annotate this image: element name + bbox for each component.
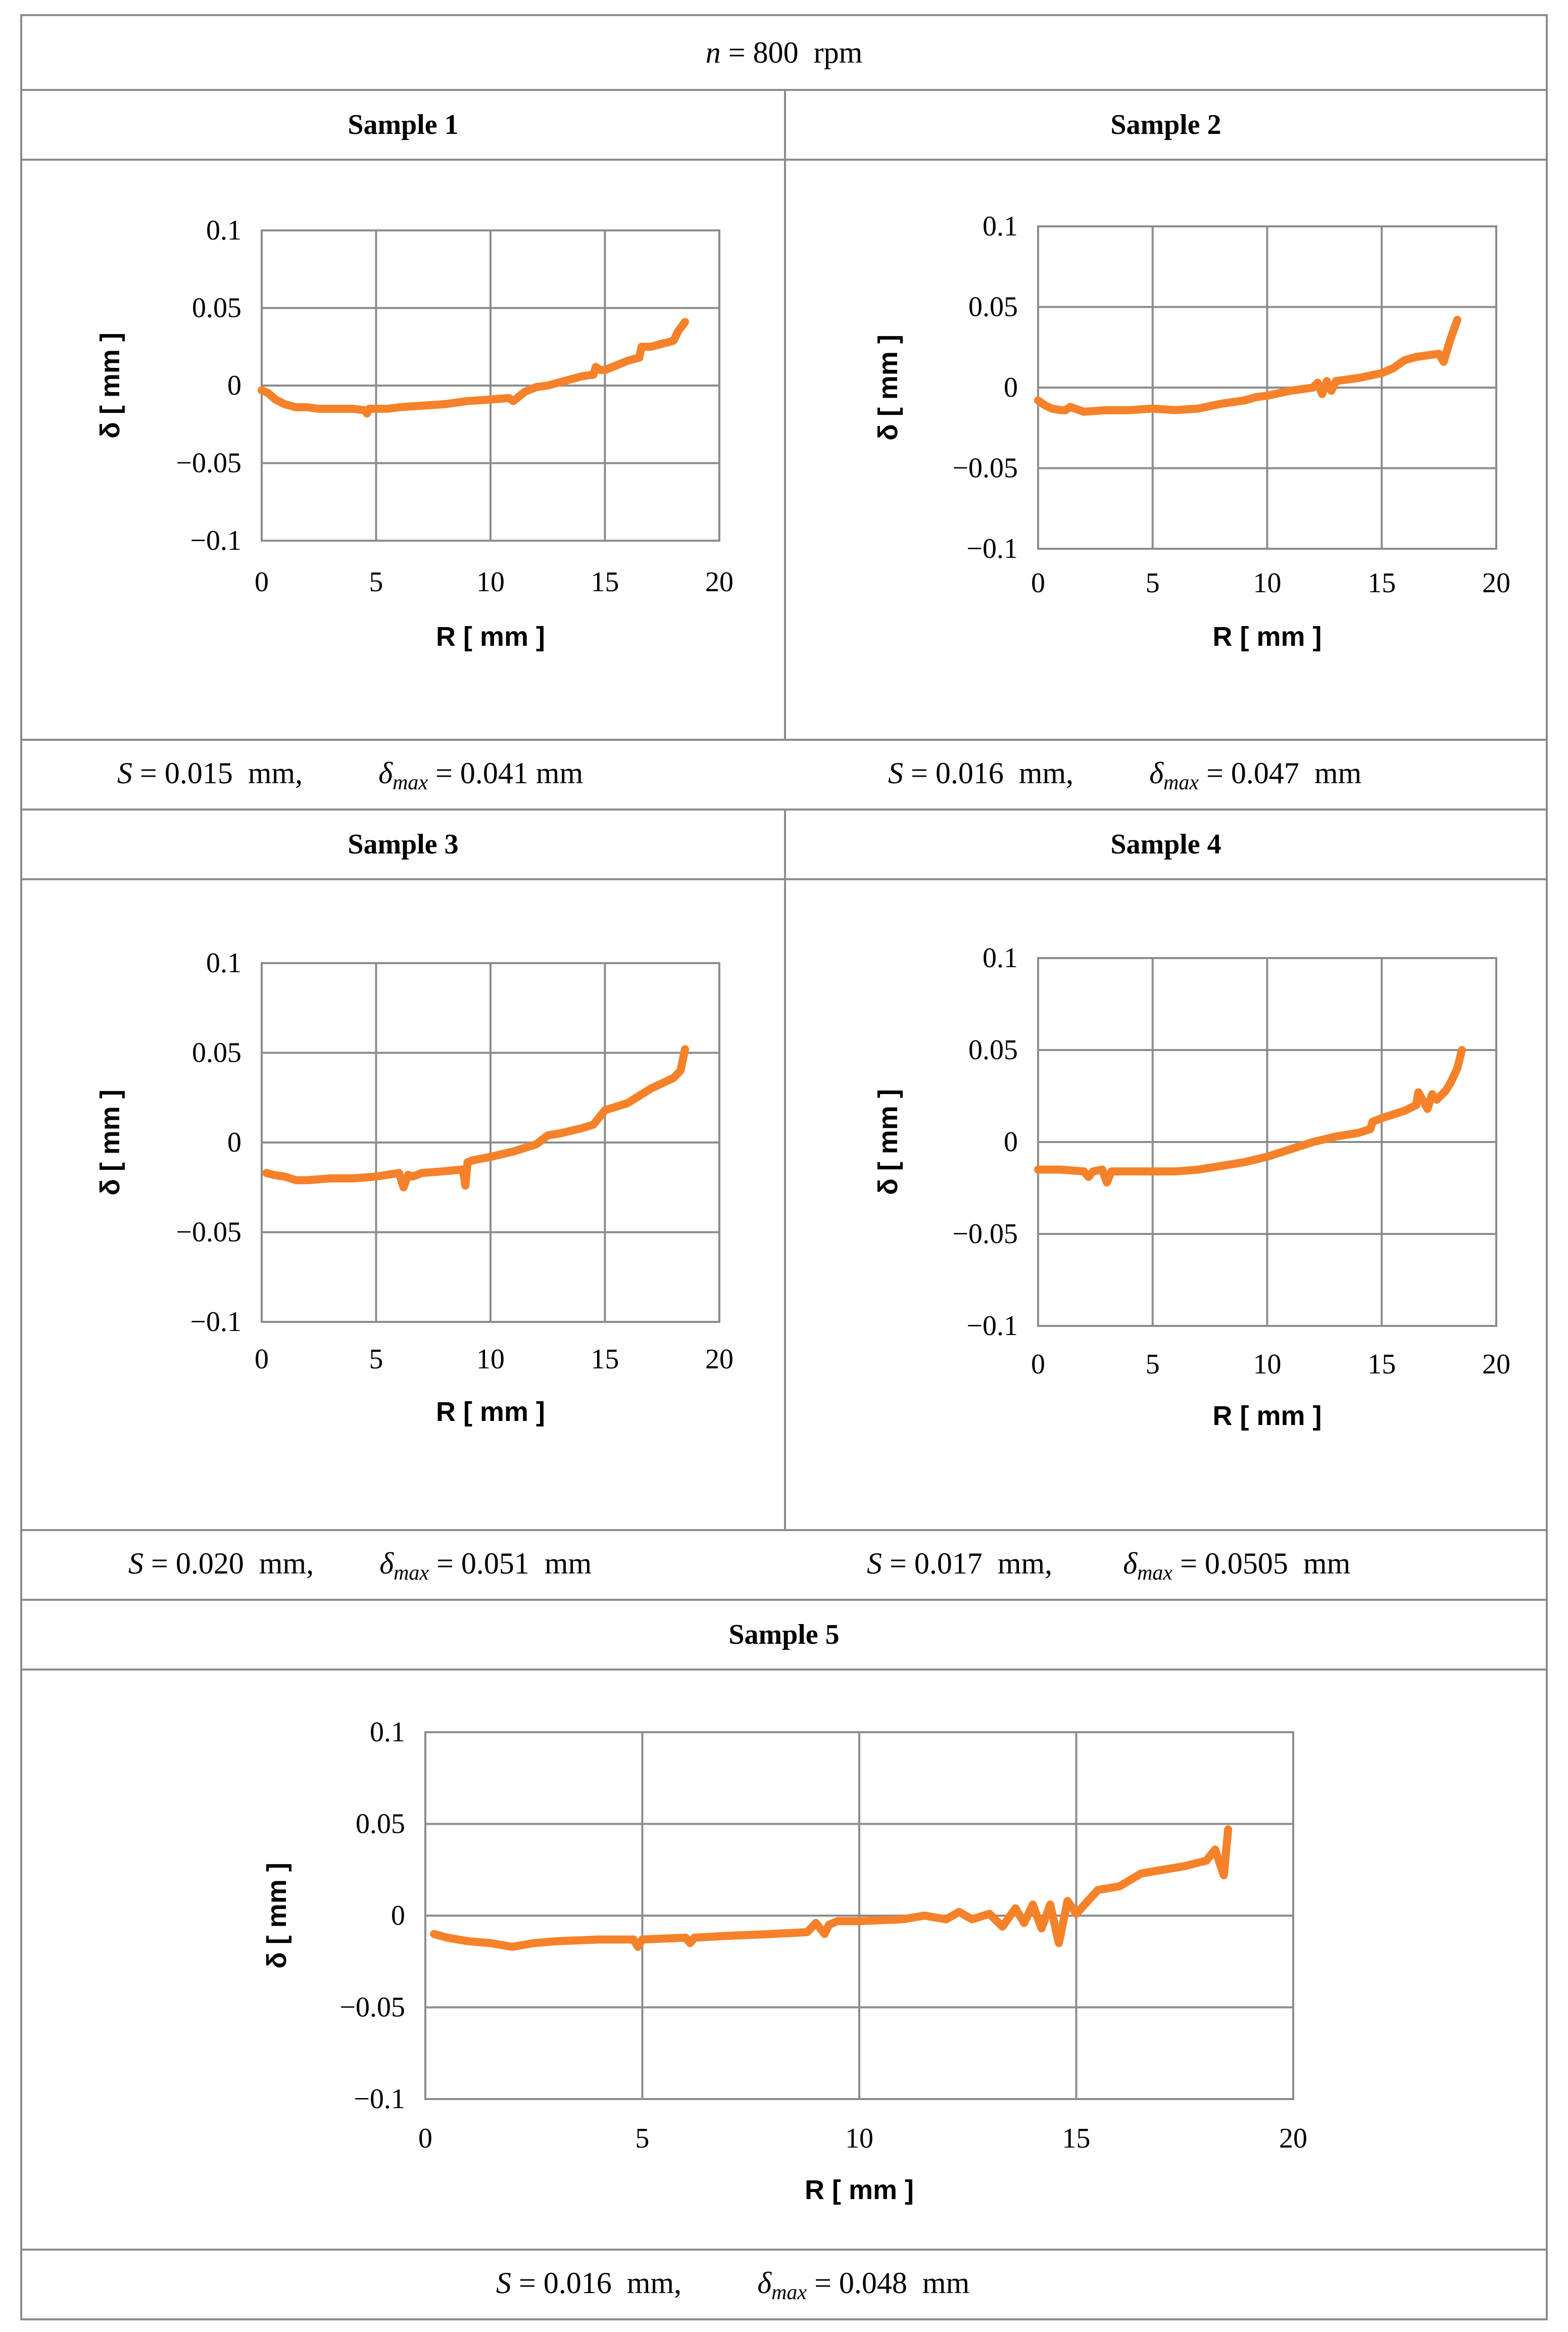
chart-3-x-tick-label-4: 20 [705, 1344, 733, 1375]
chart-4-x-tick-label-0: 0 [1031, 1349, 1045, 1380]
rpm-label: n = 800 rpm [705, 35, 863, 69]
chart-4-x-tick-label-2: 10 [1253, 1349, 1282, 1380]
chart-5-y-tick-label-1: 0.05 [356, 1809, 405, 1840]
chart-1-y-axis-label: δ [ mm ] [95, 332, 125, 439]
chart-4-y-tick-label-4: −0.1 [966, 1310, 1018, 1342]
chart-3-y-tick-label-0: 0.1 [206, 947, 241, 979]
chart-2-x-tick-label-2: 10 [1253, 567, 1282, 599]
sample-4-title-cell: Sample 4 [784, 808, 1548, 880]
sample-3-title: Sample 3 [348, 829, 459, 860]
sample-5-params: S = 0.016 mm, δmax = 0.048 mm [496, 2266, 970, 2304]
sample-5-title: Sample 5 [728, 1619, 840, 1650]
chart-5-y-tick-label-0: 0.1 [370, 1717, 405, 1748]
sample-3-params: S = 0.020 mm, δmax = 0.051 mm [128, 1547, 592, 1585]
chart-1-y-tick-label-0: 0.1 [206, 215, 241, 246]
chart-5-x-axis-label: R [ mm ] [805, 2175, 914, 2205]
chart-2-y-tick-label-0: 0.1 [983, 211, 1018, 242]
sample-1-params: S = 0.015 mm, δmax = 0.041 mm [117, 756, 583, 794]
chart-3-y-tick-label-1: 0.05 [192, 1037, 241, 1069]
chart-1-x-tick-label-3: 15 [591, 566, 619, 598]
chart-5-y-axis-label: δ [ mm ] [262, 1863, 292, 1969]
chart-3-x-tick-label-1: 5 [369, 1344, 383, 1375]
chart-2-y-tick-label-4: −0.1 [966, 533, 1018, 564]
chart-4-y-tick-label-1: 0.05 [968, 1034, 1018, 1066]
chart-1-x-axis-label: R [ mm ] [436, 622, 545, 652]
chart-4-y-tick-label-0: 0.1 [983, 942, 1018, 974]
chart-5-y-tick-label-4: −0.1 [354, 2083, 405, 2115]
chart-3-x-tick-label-0: 0 [255, 1344, 269, 1375]
chart-4-y-tick-label-2: 0 [1004, 1126, 1018, 1158]
chart-1-y-tick-label-4: −0.1 [190, 525, 241, 556]
chart-4-x-tick-label-4: 20 [1482, 1349, 1510, 1380]
chart-2-x-tick-label-4: 20 [1482, 567, 1510, 599]
chart-2-y-tick-label-1: 0.05 [968, 292, 1018, 323]
sample-3-title-cell: Sample 3 [20, 808, 786, 880]
chart-2-y-axis-label: δ [ mm ] [873, 335, 903, 441]
sample-5-params-row [20, 2249, 1548, 2320]
chart-5-x-tick-label-3: 15 [1062, 2123, 1091, 2154]
chart-5-x-tick-label-4: 20 [1279, 2123, 1307, 2154]
chart-5-x-tick-label-1: 5 [635, 2123, 650, 2154]
chart-1-x-tick-label-2: 10 [476, 566, 505, 598]
sample-2-title: Sample 2 [1110, 109, 1221, 140]
sample-1-title: Sample 1 [348, 109, 459, 140]
header-row: n = 800 rpm [20, 14, 1548, 91]
chart-3-y-tick-label-4: −0.1 [190, 1306, 241, 1338]
chart-2-y-tick-label-2: 0 [1004, 372, 1018, 403]
sample-4-params: S = 0.017 mm, δmax = 0.0505 mm [867, 1547, 1351, 1585]
chart-3-y-axis-label: δ [ mm ] [95, 1089, 125, 1196]
chart-1-x-tick-label-0: 0 [255, 566, 269, 598]
chart-3-y-tick-label-2: 0 [227, 1127, 241, 1158]
chart-4-y-tick-label-3: −0.05 [952, 1218, 1018, 1250]
chart-1-x-tick-label-4: 20 [705, 566, 733, 598]
sample-4-title: Sample 4 [1110, 829, 1221, 860]
chart-4-x-axis-label: R [ mm ] [1213, 1401, 1322, 1431]
chart-1-x-tick-label-1: 5 [369, 566, 383, 598]
chart-2-x-axis-label: R [ mm ] [1213, 622, 1322, 652]
chart-1-y-tick-label-3: −0.05 [176, 448, 241, 479]
chart-5-series-line [430, 1825, 1233, 1951]
chart-2-y-tick-label-3: −0.05 [952, 453, 1018, 484]
chart-3-y-tick-label-3: −0.05 [176, 1217, 241, 1248]
chart-3-x-tick-label-3: 15 [591, 1344, 619, 1375]
chart-3-x-axis-label: R [ mm ] [436, 1397, 545, 1427]
chart-2-x-tick-label-3: 15 [1367, 567, 1396, 599]
sample-2-params: S = 0.016 mm, δmax = 0.047 mm [888, 756, 1362, 794]
chart-5-x-tick-label-0: 0 [418, 2123, 432, 2154]
chart-3-x-tick-label-2: 10 [476, 1344, 505, 1375]
chart-4-x-tick-label-3: 15 [1367, 1349, 1396, 1380]
chart-2-x-tick-label-0: 0 [1031, 567, 1045, 599]
chart-5-y-tick-label-2: 0 [391, 1900, 405, 1931]
chart-1-y-tick-label-1: 0.05 [192, 293, 241, 324]
chart-1-series-line [258, 318, 690, 418]
chart-2-series-line [1034, 316, 1461, 416]
chart-2-x-tick-label-1: 5 [1146, 567, 1160, 599]
chart-5-y-tick-label-3: −0.05 [339, 1992, 405, 2023]
chart-5-x-tick-label-2: 10 [845, 2123, 873, 2154]
chart-1-y-tick-label-2: 0 [227, 370, 241, 401]
sample-2-title-cell: Sample 2 [784, 89, 1548, 161]
sample-5-title-cell: Sample 5 [20, 1599, 1548, 1671]
chart-3-series-line [262, 1045, 690, 1192]
chart-4-series-line [1034, 1046, 1466, 1187]
chart-4-x-tick-label-1: 5 [1146, 1349, 1160, 1380]
chart-4-y-axis-label: δ [ mm ] [873, 1089, 903, 1195]
